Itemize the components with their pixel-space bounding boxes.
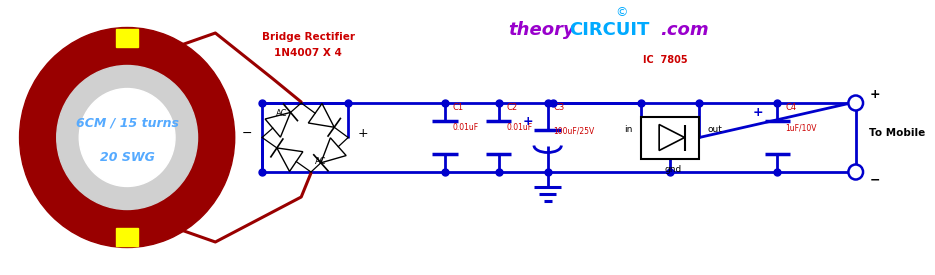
Text: AC: AC [315, 157, 326, 166]
Bar [640, 117, 699, 158]
Text: in: in [625, 125, 633, 134]
Text: 0.01uF: 0.01uF [507, 123, 533, 133]
Text: −: − [870, 174, 880, 186]
Text: +: + [753, 106, 763, 120]
Circle shape [57, 65, 197, 210]
Text: +: + [523, 115, 533, 128]
Text: +: + [358, 127, 368, 140]
Bar [116, 228, 137, 246]
Text: out: out [707, 125, 722, 134]
Bar [116, 29, 137, 47]
Text: 1N4007 X 4: 1N4007 X 4 [274, 48, 342, 58]
Text: 20 SWG: 20 SWG [100, 151, 154, 164]
Text: CIRCUIT: CIRCUIT [569, 21, 650, 39]
Text: theory: theory [509, 21, 575, 39]
Text: ©: © [614, 7, 627, 20]
Circle shape [848, 95, 863, 111]
Text: +: + [870, 89, 880, 101]
Text: 6CM / 15 turns: 6CM / 15 turns [76, 117, 179, 130]
Circle shape [79, 89, 175, 186]
Text: Bridge Rectifier: Bridge Rectifier [262, 32, 354, 42]
Text: 1uF/10V: 1uF/10V [785, 123, 817, 133]
Text: AC: AC [276, 109, 287, 118]
Text: 100uF/25V: 100uF/25V [554, 126, 595, 136]
Text: IC  7805: IC 7805 [642, 55, 687, 65]
Text: gnd: gnd [664, 165, 682, 174]
Text: 0.01uF: 0.01uF [453, 123, 479, 133]
Text: −: − [242, 127, 252, 140]
Text: C1: C1 [453, 103, 464, 111]
Text: C4: C4 [785, 103, 797, 111]
Text: .com: .com [660, 21, 709, 39]
Text: C3: C3 [554, 103, 565, 111]
Text: C2: C2 [507, 103, 518, 111]
Circle shape [848, 164, 863, 180]
Text: To Mobile: To Mobile [870, 128, 926, 138]
